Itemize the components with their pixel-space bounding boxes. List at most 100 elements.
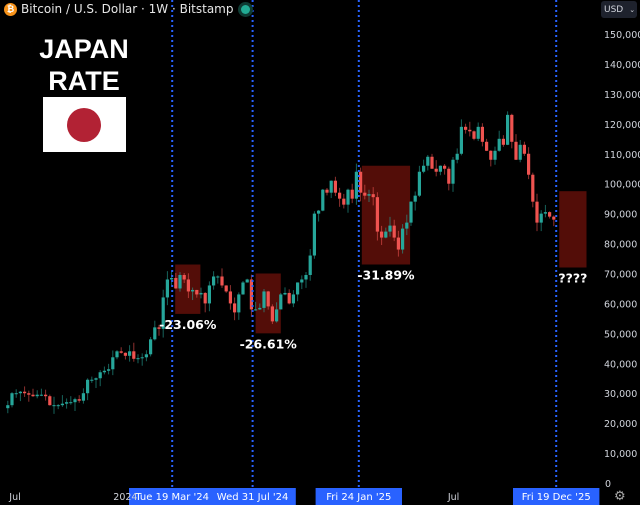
- candle-body: [388, 225, 392, 232]
- y-tick-label: 90,000: [604, 210, 637, 221]
- candle-body: [396, 237, 400, 250]
- candle-body: [203, 292, 207, 304]
- candle-body: [472, 131, 476, 139]
- y-tick-label: 40,000: [604, 359, 637, 370]
- candle-body: [170, 277, 174, 280]
- candle-body: [174, 277, 178, 289]
- candle-body: [367, 194, 371, 196]
- candle-body: [245, 279, 249, 283]
- candle-body: [371, 194, 375, 198]
- y-tick-label: 120,000: [604, 120, 640, 131]
- candle-body: [506, 114, 510, 145]
- y-tick-label: 150,000: [604, 30, 640, 41]
- candle-body: [266, 291, 270, 307]
- event-date-badge: [129, 488, 216, 505]
- candle-body: [464, 126, 468, 130]
- candle-body: [426, 156, 430, 166]
- event-date-label: Wed 31 Jul '24: [217, 492, 289, 503]
- candle-body: [443, 165, 447, 169]
- candle-body: [128, 351, 132, 356]
- event-date-label: Fri 24 Jan '25: [326, 492, 391, 503]
- market-status-icon: [241, 4, 251, 14]
- candle-body: [338, 192, 342, 199]
- x-tick-label: 2024: [113, 492, 137, 503]
- candle-body: [451, 159, 455, 184]
- event-date-badge: [513, 488, 600, 505]
- y-tick-label: 140,000: [604, 60, 640, 71]
- chevron-down-icon: ⌄: [629, 5, 636, 14]
- candle-body: [165, 279, 169, 298]
- candle-body: [6, 405, 10, 409]
- settings-icon[interactable]: ⚙: [614, 489, 626, 504]
- candle-body: [144, 354, 148, 358]
- candle-body: [342, 198, 346, 205]
- candle-body: [102, 370, 106, 373]
- candle-body: [115, 351, 119, 358]
- candle-body: [249, 279, 253, 310]
- candle-body: [522, 144, 526, 154]
- candle-body: [430, 156, 434, 169]
- candle-body: [241, 282, 245, 295]
- candle-body: [447, 168, 451, 184]
- candle-body: [476, 126, 480, 139]
- candle-body: [501, 138, 505, 145]
- candle-body: [518, 144, 522, 160]
- symbol-title[interactable]: Bitcoin / U.S. Dollar · 1W · Bitstamp: [21, 2, 234, 16]
- candle-body: [392, 225, 396, 238]
- candle-body: [527, 153, 531, 175]
- candle-body: [375, 197, 379, 232]
- candle-body: [270, 306, 274, 322]
- candle-body: [56, 405, 60, 407]
- candle-body: [275, 309, 279, 322]
- y-tick-label: 30,000: [604, 389, 637, 400]
- y-tick-label: 0: [605, 479, 611, 490]
- candle-body: [510, 114, 514, 142]
- candle-body: [81, 393, 85, 401]
- candle-body: [535, 201, 539, 223]
- candle-body: [157, 327, 161, 329]
- candle-body: [262, 291, 266, 308]
- candle-body: [543, 212, 547, 214]
- candle-body: [14, 393, 18, 395]
- candle-body: [539, 213, 543, 223]
- candle-body: [321, 189, 325, 211]
- y-tick-label: 110,000: [604, 150, 640, 161]
- candle-body: [531, 174, 535, 202]
- candle-body: [216, 276, 220, 278]
- candle-body: [60, 403, 64, 406]
- y-tick-label: 70,000: [604, 269, 637, 280]
- event-date-label: Tue 19 Mar '24: [134, 492, 209, 503]
- drawdown-box: [559, 191, 587, 268]
- candle-body: [149, 339, 153, 355]
- candle-body: [119, 351, 123, 353]
- candle-body: [52, 405, 56, 407]
- candle-body: [191, 289, 195, 292]
- candle-body: [317, 210, 321, 214]
- candle-body: [413, 195, 417, 202]
- y-tick-label: 100,000: [604, 180, 640, 191]
- candle-body: [468, 129, 472, 132]
- candle-body: [161, 297, 165, 329]
- candle-body: [90, 379, 94, 381]
- candle-body: [350, 189, 354, 199]
- candle-body: [73, 399, 77, 403]
- candle-body: [312, 213, 316, 256]
- candle-body: [304, 274, 308, 280]
- candle-body: [199, 292, 203, 295]
- currency-select[interactable]: USD ⌄: [601, 1, 637, 18]
- candle-body: [514, 141, 518, 160]
- candle-body: [48, 396, 52, 406]
- candle-body: [111, 357, 115, 370]
- candle-body: [359, 171, 363, 193]
- candle-body: [405, 222, 409, 229]
- candle-body: [346, 189, 350, 205]
- candle-body: [35, 394, 39, 397]
- candle-body: [417, 171, 421, 196]
- candle-body: [77, 399, 81, 401]
- x-tick-label: Jul: [8, 492, 20, 503]
- chart-header: ₿ Bitcoin / U.S. Dollar · 1W · Bitstamp: [4, 2, 251, 16]
- japan-flag-icon: [43, 97, 126, 152]
- candle-body: [39, 394, 43, 396]
- candle-body: [23, 391, 27, 394]
